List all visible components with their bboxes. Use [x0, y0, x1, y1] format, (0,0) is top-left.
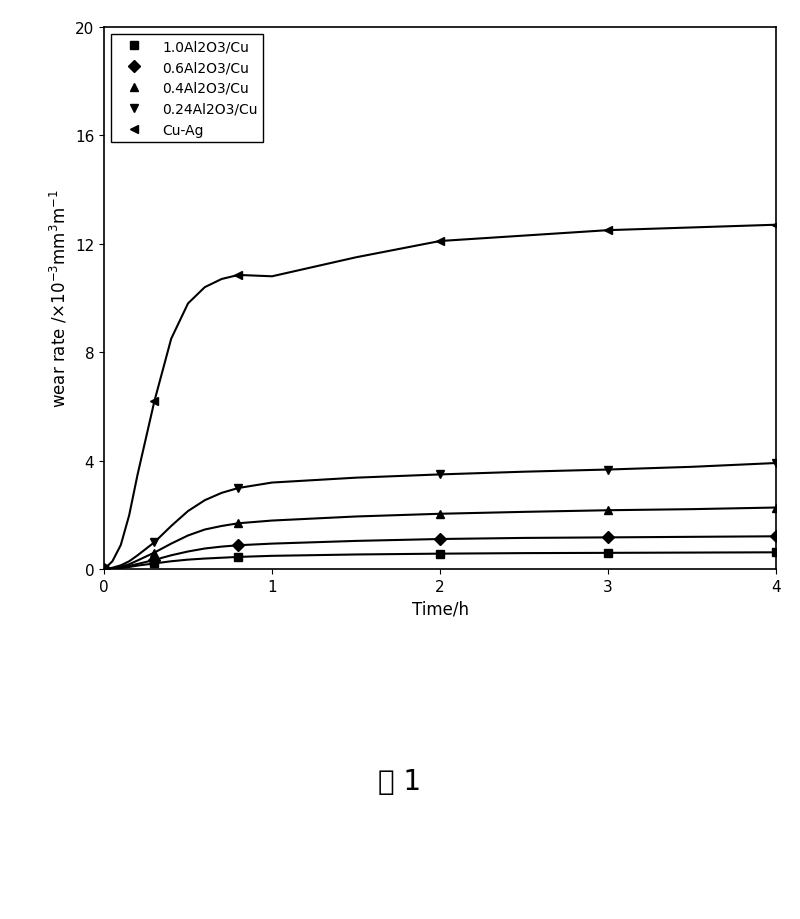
0.6Al2O3/Cu [603, 532, 613, 543]
1.0Al2O3/Cu [435, 549, 445, 560]
Line: 0.4Al2O3/Cu: 0.4Al2O3/Cu [100, 504, 780, 574]
1.0Al2O3/Cu [603, 548, 613, 559]
0.4Al2O3/Cu [603, 505, 613, 516]
Cu-Ag [603, 225, 613, 236]
Cu-Ag [234, 270, 243, 281]
Line: 0.6Al2O3/Cu: 0.6Al2O3/Cu [100, 532, 780, 574]
Legend: 1.0Al2O3/Cu, 0.6Al2O3/Cu, 0.4Al2O3/Cu, 0.24Al2O3/Cu, Cu-Ag: 1.0Al2O3/Cu, 0.6Al2O3/Cu, 0.4Al2O3/Cu, 0… [111, 35, 263, 143]
0.24Al2O3/Cu [771, 458, 781, 469]
0.24Al2O3/Cu [603, 464, 613, 475]
Cu-Ag [99, 564, 109, 575]
Cu-Ag [771, 220, 781, 231]
X-axis label: Time/h: Time/h [411, 600, 469, 618]
1.0Al2O3/Cu [771, 547, 781, 558]
0.4Al2O3/Cu [99, 564, 109, 575]
0.6Al2O3/Cu [771, 531, 781, 542]
0.6Al2O3/Cu [435, 534, 445, 545]
Text: 图 1: 图 1 [378, 767, 422, 795]
Line: Cu-Ag: Cu-Ag [100, 221, 780, 574]
0.6Al2O3/Cu [99, 564, 109, 575]
1.0Al2O3/Cu [99, 564, 109, 575]
0.6Al2O3/Cu [234, 540, 243, 551]
Cu-Ag [435, 236, 445, 247]
Line: 1.0Al2O3/Cu: 1.0Al2O3/Cu [100, 549, 780, 574]
0.24Al2O3/Cu [234, 482, 243, 494]
0.24Al2O3/Cu [435, 470, 445, 481]
1.0Al2O3/Cu [234, 551, 243, 562]
0.4Al2O3/Cu [435, 509, 445, 520]
Line: 0.24Al2O3/Cu: 0.24Al2O3/Cu [100, 460, 780, 574]
0.4Al2O3/Cu [150, 548, 159, 559]
0.24Al2O3/Cu [99, 564, 109, 575]
0.4Al2O3/Cu [234, 518, 243, 529]
1.0Al2O3/Cu [150, 559, 159, 570]
0.4Al2O3/Cu [771, 503, 781, 514]
Cu-Ag [150, 396, 159, 407]
Y-axis label: wear rate /$\times$10$^{-3}$mm$^{3}$m$^{-1}$: wear rate /$\times$10$^{-3}$mm$^{3}$m$^{… [48, 189, 70, 408]
0.6Al2O3/Cu [150, 555, 159, 566]
0.24Al2O3/Cu [150, 537, 159, 548]
